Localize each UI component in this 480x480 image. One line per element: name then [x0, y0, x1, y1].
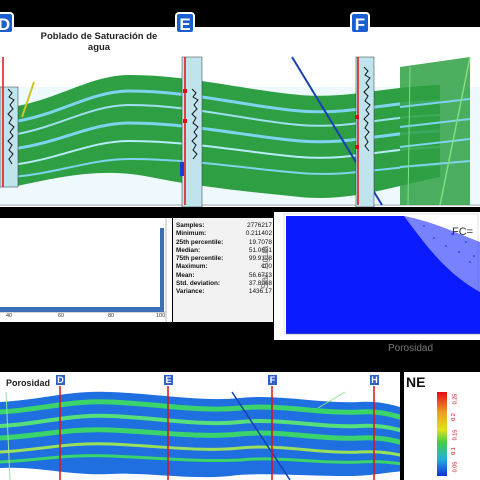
well-marker-h[interactable]: H: [369, 374, 380, 386]
star-icon: ✸: [2, 37, 12, 49]
histogram-panel: 40 60 80 100: [0, 218, 172, 322]
x-axis-label: Porosidad: [388, 343, 434, 354]
x-tick: 40: [6, 313, 13, 319]
crossplot-scatter[interactable]: [274, 212, 480, 340]
statistics-panel: [173, 218, 273, 322]
stat-row: Variance: 1436.17: [176, 288, 272, 296]
statistics-table: Samples: 2776217 Minimum: 0.211402 25th pe…: [176, 222, 272, 297]
x-tick: 100: [156, 313, 166, 319]
stat-row: 75th percentile: 99.9128: [176, 255, 272, 263]
x-tick: 80: [108, 313, 115, 319]
stat-row: Mean: 56.6713: [176, 271, 272, 279]
colorbar: [437, 392, 447, 476]
colorbar-label: 0.1: [450, 447, 457, 455]
colorbar-label: 0.15: [452, 429, 459, 441]
bottom-panel: Porosidad NE 0.25 0.2 0.15 0.1 0.05: [0, 372, 480, 480]
colorbar-label: 0.2: [450, 413, 457, 421]
porosity-section-view[interactable]: [0, 372, 480, 480]
panel-title: Poblado de Saturación de agua: [40, 31, 158, 53]
histogram-plot[interactable]: [0, 218, 172, 322]
stat-row: Maximum: 100: [176, 263, 272, 271]
stat-row: Median: 51.0631: [176, 246, 272, 254]
x-tick: 60: [58, 313, 65, 319]
top-panel: Poblado de Saturación de agua: [0, 27, 480, 207]
well-marker-d[interactable]: D: [55, 374, 66, 386]
well-marker-f[interactable]: F: [267, 374, 278, 386]
well-marker-e[interactable]: E: [175, 12, 195, 34]
star-icon: ✸: [356, 37, 366, 49]
stat-row: Minimum: 0.211402: [176, 230, 272, 238]
saturation-section-view[interactable]: [0, 27, 480, 207]
well-marker-f[interactable]: F: [350, 12, 370, 34]
well-marker-d[interactable]: D: [0, 12, 14, 34]
stat-row: Std. deviation: 37.8968: [176, 280, 272, 288]
compass-label: NE: [406, 374, 426, 390]
crossplot-panel: FC=: [274, 212, 480, 340]
colorbar-label: 0.25: [452, 393, 459, 405]
star-icon: ✸: [181, 37, 191, 49]
y-axis-label: Sat. Agua: [260, 245, 272, 290]
stat-row: Samples: 2776217: [176, 222, 272, 229]
crossplot-annotation: FC=: [452, 226, 474, 238]
panel-title: Porosidad: [6, 378, 51, 388]
well-marker-e[interactable]: E: [163, 374, 174, 386]
colorbar-label: 0.05: [452, 461, 459, 473]
stat-row: 25th percentile: 19.7078: [176, 238, 272, 246]
